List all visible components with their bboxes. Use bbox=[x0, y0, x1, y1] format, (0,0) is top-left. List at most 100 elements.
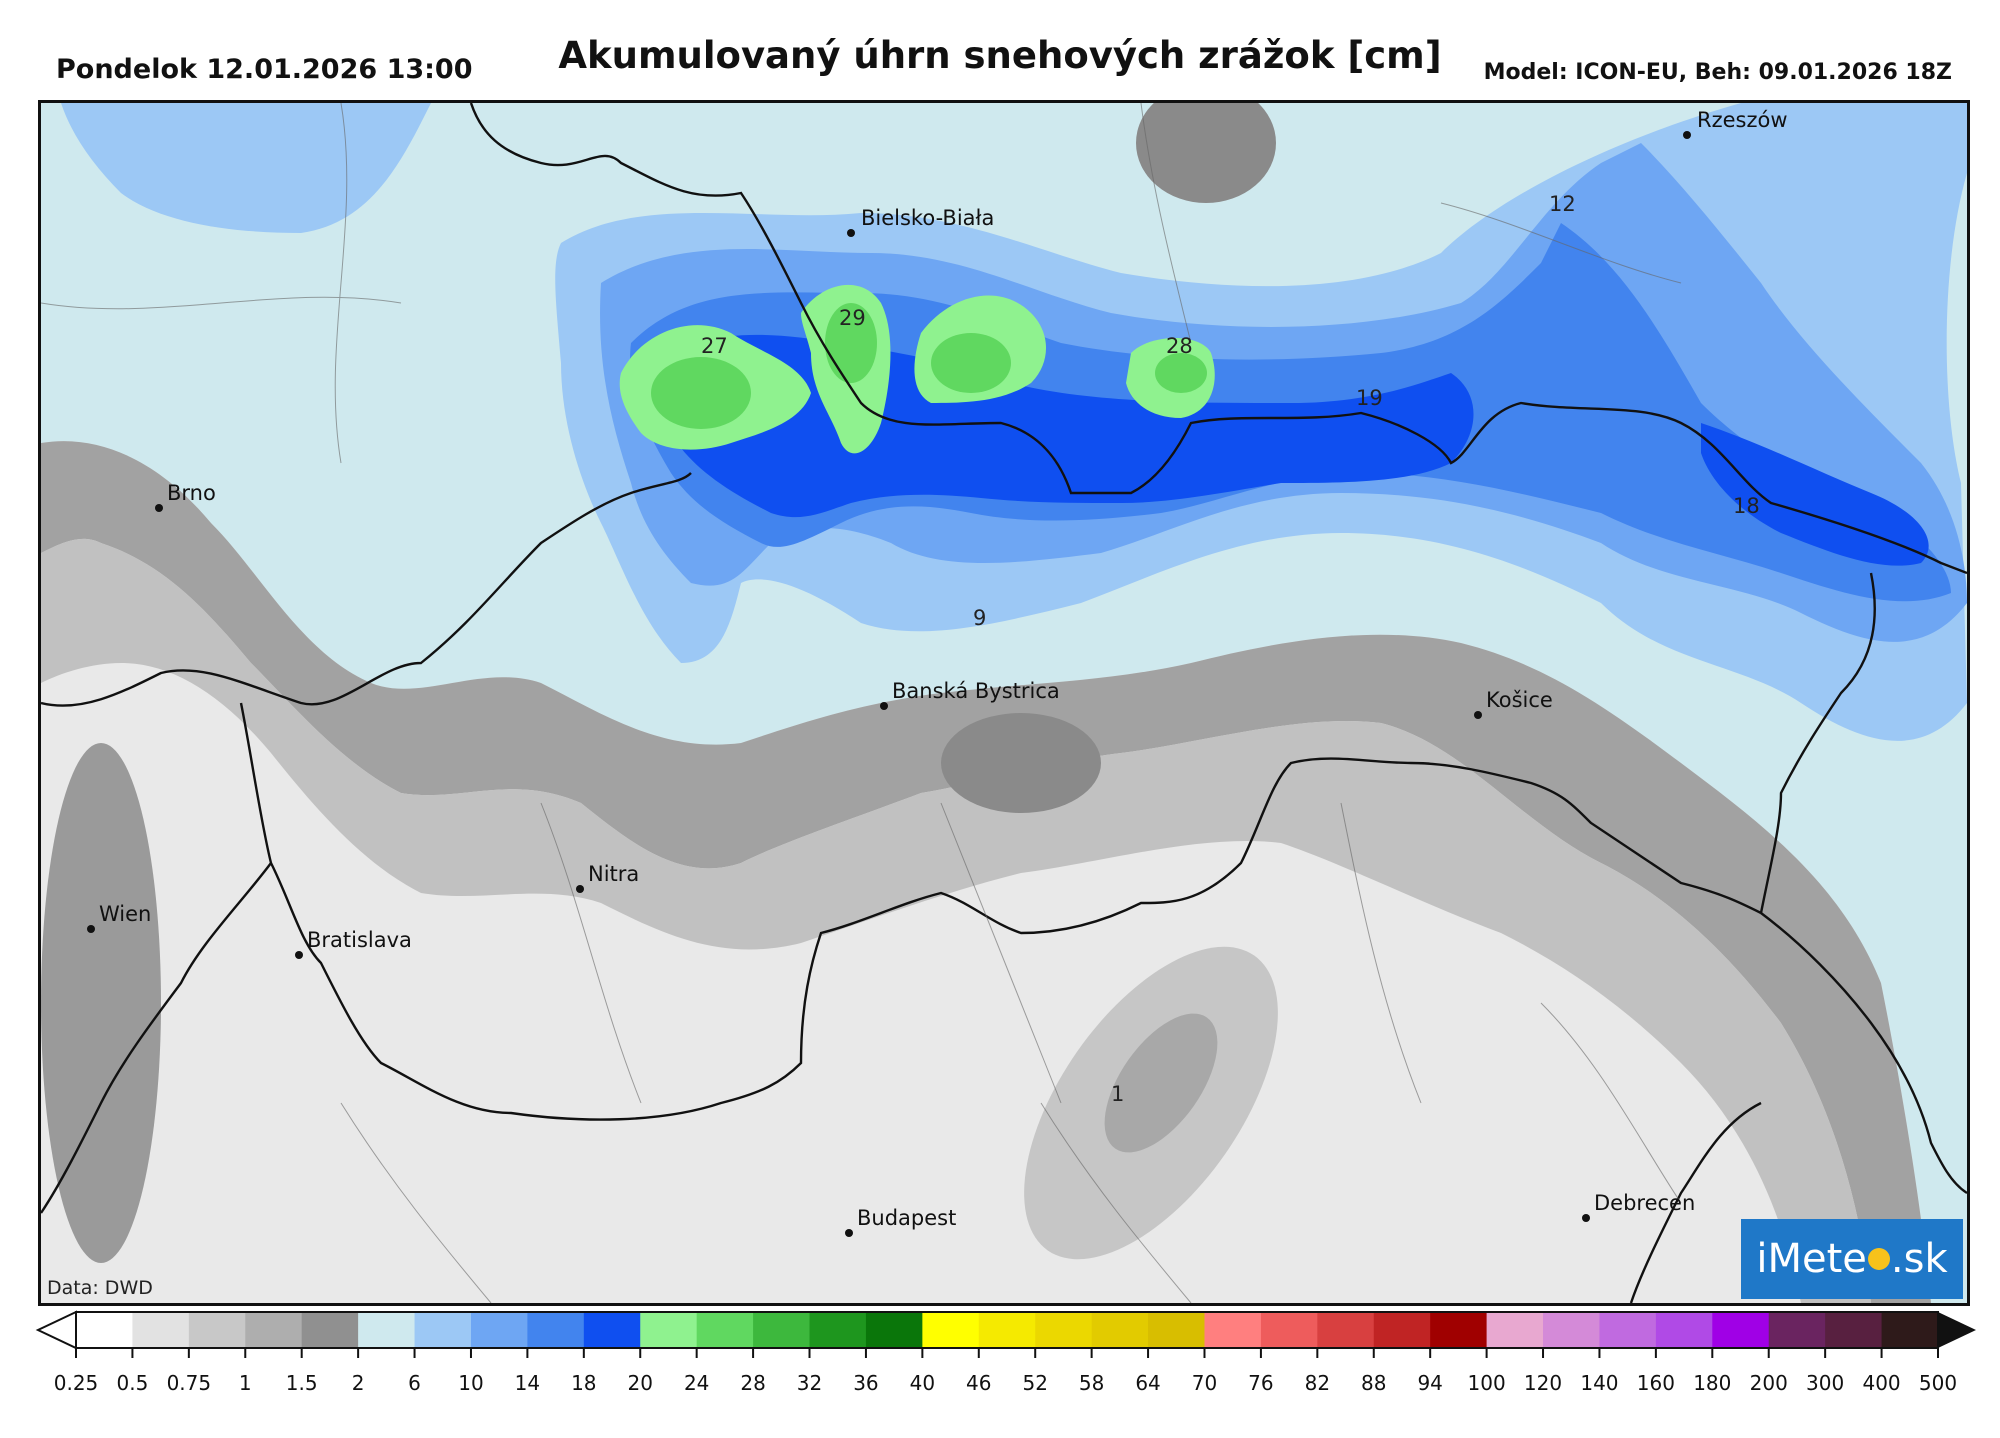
imeteo-logo[interactable]: iMete .sk bbox=[1741, 1219, 1963, 1299]
legend-tick-label: 94 bbox=[1417, 1371, 1442, 1395]
value-label: 18 bbox=[1733, 494, 1760, 518]
legend-tick-label: 24 bbox=[684, 1371, 709, 1395]
legend-swatch bbox=[583, 1312, 641, 1348]
legend-swatch bbox=[1091, 1312, 1149, 1348]
legend-high-arrow bbox=[1938, 1312, 1976, 1348]
legend-tick-label: 0.25 bbox=[54, 1371, 99, 1395]
city-marker-rzeszow: Rzeszów bbox=[1683, 108, 1788, 139]
legend-swatch bbox=[76, 1312, 133, 1348]
legend-swatch bbox=[358, 1312, 416, 1348]
snow-zone-west bbox=[41, 743, 161, 1263]
svg-text:Bratislava: Bratislava bbox=[307, 928, 412, 952]
color-legend: 0.25 0.5 0.75 1 1.5 2 6 10 14 18 20 24 28 32 36 40 46 52 5… bbox=[35, 1310, 1976, 1395]
snow-zone-6-10-nw bbox=[61, 103, 431, 233]
city-marker-bratislava: Bratislava bbox=[295, 928, 412, 959]
legend-swatch bbox=[1204, 1312, 1262, 1348]
snow-blob-core bbox=[1104, 1013, 1218, 1153]
legend-swatch bbox=[640, 1312, 698, 1348]
sun-icon bbox=[1867, 1248, 1890, 1270]
legend-swatch bbox=[1486, 1312, 1544, 1348]
legend-swatch bbox=[978, 1312, 1036, 1348]
legend-tick-label: 1 bbox=[239, 1371, 252, 1395]
svg-text:Brno: Brno bbox=[167, 481, 216, 505]
legend-tick-label: 18 bbox=[571, 1371, 596, 1395]
city-marker-debrecen: Debrecen bbox=[1582, 1191, 1695, 1222]
legend-swatch bbox=[1712, 1312, 1770, 1348]
value-label: 19 bbox=[1356, 386, 1383, 410]
value-labels: 27 29 28 19 12 18 9 1 bbox=[701, 192, 1760, 1106]
legend-swatch bbox=[1260, 1312, 1318, 1348]
city-marker-banska-bystrica: Banská Bystrica bbox=[880, 679, 1060, 710]
model-run-info: Model: ICON-EU, Beh: 09.01.2026 18Z bbox=[1483, 60, 1952, 85]
svg-text:Wien: Wien bbox=[99, 902, 151, 926]
legend-tick-label: 10 bbox=[458, 1371, 483, 1395]
legend-swatch bbox=[1768, 1312, 1826, 1348]
svg-text:Košice: Košice bbox=[1486, 688, 1553, 712]
legend-swatch bbox=[414, 1312, 472, 1348]
legend-tick-label: 0.75 bbox=[167, 1371, 212, 1395]
legend-tick-label: 1.5 bbox=[286, 1371, 318, 1395]
legend-tick-label: 2 bbox=[352, 1371, 365, 1395]
map-title: Akumulovaný úhrn snehových zrážok [cm] bbox=[558, 34, 1442, 77]
snow-zone-1-2-band bbox=[41, 441, 1931, 1303]
city-marker-wien: Wien bbox=[87, 902, 151, 933]
snow-zone-24-28-tatra bbox=[1155, 353, 1207, 393]
legend-tick-label: 76 bbox=[1248, 1371, 1273, 1395]
svg-text:Debrecen: Debrecen bbox=[1594, 1191, 1695, 1215]
legend-tick-label: 70 bbox=[1192, 1371, 1217, 1395]
legend-tick-label: 140 bbox=[1580, 1371, 1618, 1395]
legend-tick-label: 500 bbox=[1919, 1371, 1957, 1395]
legend-tick-label: 82 bbox=[1305, 1371, 1330, 1395]
svg-text:Bielsko-Biała: Bielsko-Biała bbox=[861, 206, 994, 230]
legend-tick-label: 400 bbox=[1862, 1371, 1900, 1395]
legend-tick-label: 14 bbox=[515, 1371, 540, 1395]
snow-blob-north bbox=[1136, 103, 1276, 203]
legend-swatch bbox=[527, 1312, 585, 1348]
country-borders bbox=[41, 103, 1967, 1303]
legend-tick-label: 160 bbox=[1637, 1371, 1675, 1395]
legend-tick-label: 120 bbox=[1524, 1371, 1562, 1395]
legend-tick-label: 52 bbox=[1022, 1371, 1047, 1395]
svg-text:Banská Bystrica: Banská Bystrica bbox=[892, 679, 1060, 703]
svg-text:Rzeszów: Rzeszów bbox=[1697, 108, 1788, 132]
map-area[interactable]: 27 29 28 19 12 18 9 1 Rzeszów Bielsko-Bi… bbox=[38, 100, 1970, 1306]
legend-tick-label: 100 bbox=[1468, 1371, 1506, 1395]
data-source-credit: Data: DWD bbox=[47, 1277, 153, 1299]
value-label: 27 bbox=[701, 334, 728, 358]
legend-tick-label: 40 bbox=[910, 1371, 935, 1395]
legend-swatch bbox=[922, 1312, 980, 1348]
city-marker-kosice: Košice bbox=[1474, 688, 1553, 719]
legend-swatch bbox=[1148, 1312, 1205, 1348]
forecast-datetime: Pondelok 12.01.2026 13:00 bbox=[56, 54, 473, 85]
legend-swatch bbox=[809, 1312, 867, 1348]
snow-zone-18-20-east bbox=[1701, 423, 1929, 566]
region-borders bbox=[41, 103, 1682, 1303]
city-marker-bielsko-biala: Bielsko-Biała bbox=[847, 206, 994, 237]
legend-tick-label: 20 bbox=[628, 1371, 653, 1395]
value-label: 29 bbox=[839, 306, 866, 330]
svg-text:Budapest: Budapest bbox=[857, 1206, 956, 1230]
legend-swatch bbox=[1430, 1312, 1488, 1348]
snow-accumulation-map[interactable]: 27 29 28 19 12 18 9 1 Rzeszów Bielsko-Bi… bbox=[41, 103, 1967, 1303]
snow-zone-24-28-mid bbox=[825, 303, 877, 383]
legend-swatch bbox=[1599, 1312, 1657, 1348]
snow-zone-24-28-west bbox=[651, 357, 751, 429]
cities: Rzeszów Bielsko-Biała Brno Banská Bystri… bbox=[87, 108, 1788, 1237]
legend-tick-label: 0.5 bbox=[117, 1371, 149, 1395]
legend-tick-label: 36 bbox=[853, 1371, 878, 1395]
legend-tick-label: 6 bbox=[408, 1371, 421, 1395]
city-marker-brno: Brno bbox=[155, 481, 216, 512]
legend-swatch bbox=[1035, 1312, 1093, 1348]
snow-zone-0.75-1.5 bbox=[41, 538, 1871, 1303]
legend-low-arrow bbox=[35, 1310, 77, 1350]
city-marker-budapest: Budapest bbox=[845, 1206, 956, 1237]
legend-swatch bbox=[301, 1312, 359, 1348]
legend-tick-label: 88 bbox=[1361, 1371, 1386, 1395]
legend-tick-label: 46 bbox=[966, 1371, 991, 1395]
legend-swatch bbox=[188, 1312, 246, 1348]
legend-swatch bbox=[1825, 1312, 1883, 1348]
value-label: 9 bbox=[973, 606, 986, 630]
legend-swatch bbox=[245, 1312, 303, 1348]
legend-tick-label: 64 bbox=[1135, 1371, 1160, 1395]
legend-swatch bbox=[1373, 1312, 1431, 1348]
